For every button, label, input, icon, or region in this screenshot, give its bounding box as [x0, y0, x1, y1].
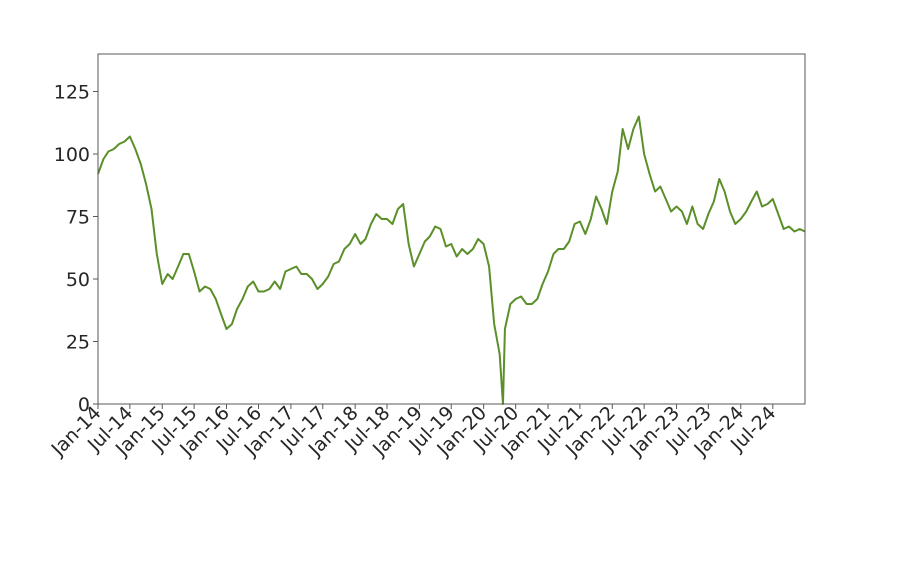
x-axis: Jan-14Jul-14Jan-15Jul-15Jan-16Jul-16Jan-…: [47, 402, 781, 461]
y-tick-label: 125: [54, 82, 90, 104]
series-line: [97, 115, 806, 405]
y-tick-label: 50: [66, 269, 90, 291]
y-tick-label: 75: [66, 207, 90, 229]
y-tick-label: 25: [66, 332, 90, 354]
plot-area-frame: [97, 53, 806, 405]
y-axis: 0 25 50 75 100 125: [54, 82, 98, 416]
y-tick-label: 100: [54, 144, 90, 166]
y-tick-label: 0: [78, 394, 90, 416]
